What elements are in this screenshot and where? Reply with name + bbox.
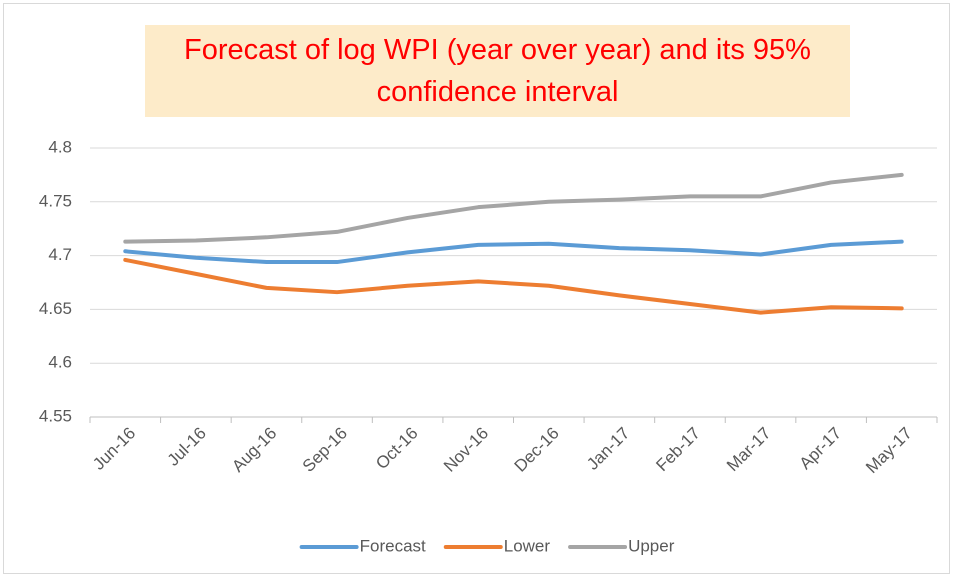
x-tick-label: Jun-16: [89, 424, 139, 474]
x-tick-label: Sep-16: [299, 424, 351, 476]
x-tick-label: Dec-16: [511, 424, 563, 476]
y-tick-label: 4.8: [48, 137, 72, 156]
series-line: [123, 257, 904, 315]
x-tick-label: Jan-17: [583, 424, 633, 474]
x-tick-label: Apr-17: [796, 424, 846, 474]
y-tick-label: 4.7: [48, 245, 72, 264]
x-tick-label: Mar-17: [723, 424, 775, 476]
y-tick-label: 4.65: [39, 299, 72, 318]
legend-label: Lower: [504, 536, 551, 555]
series-line: [123, 239, 904, 265]
series-line: [123, 172, 904, 244]
legend-label: Upper: [628, 536, 675, 555]
x-tick-label: May-17: [862, 424, 916, 478]
x-tick-label: Feb-17: [652, 424, 704, 476]
x-tick-label: Jul-16: [164, 424, 210, 470]
y-tick-label: 4.75: [39, 191, 72, 210]
x-tick-label: Nov-16: [440, 424, 492, 476]
y-tick-label: 4.6: [48, 353, 72, 372]
x-tick-label: Oct-16: [372, 424, 422, 474]
chart-title: Forecast of log WPI (year over year) and…: [145, 25, 850, 117]
legend-label: Forecast: [360, 536, 426, 555]
x-tick-label: Aug-16: [228, 424, 280, 476]
chart-border: [3, 3, 950, 574]
y-tick-label: 4.55: [39, 406, 72, 425]
